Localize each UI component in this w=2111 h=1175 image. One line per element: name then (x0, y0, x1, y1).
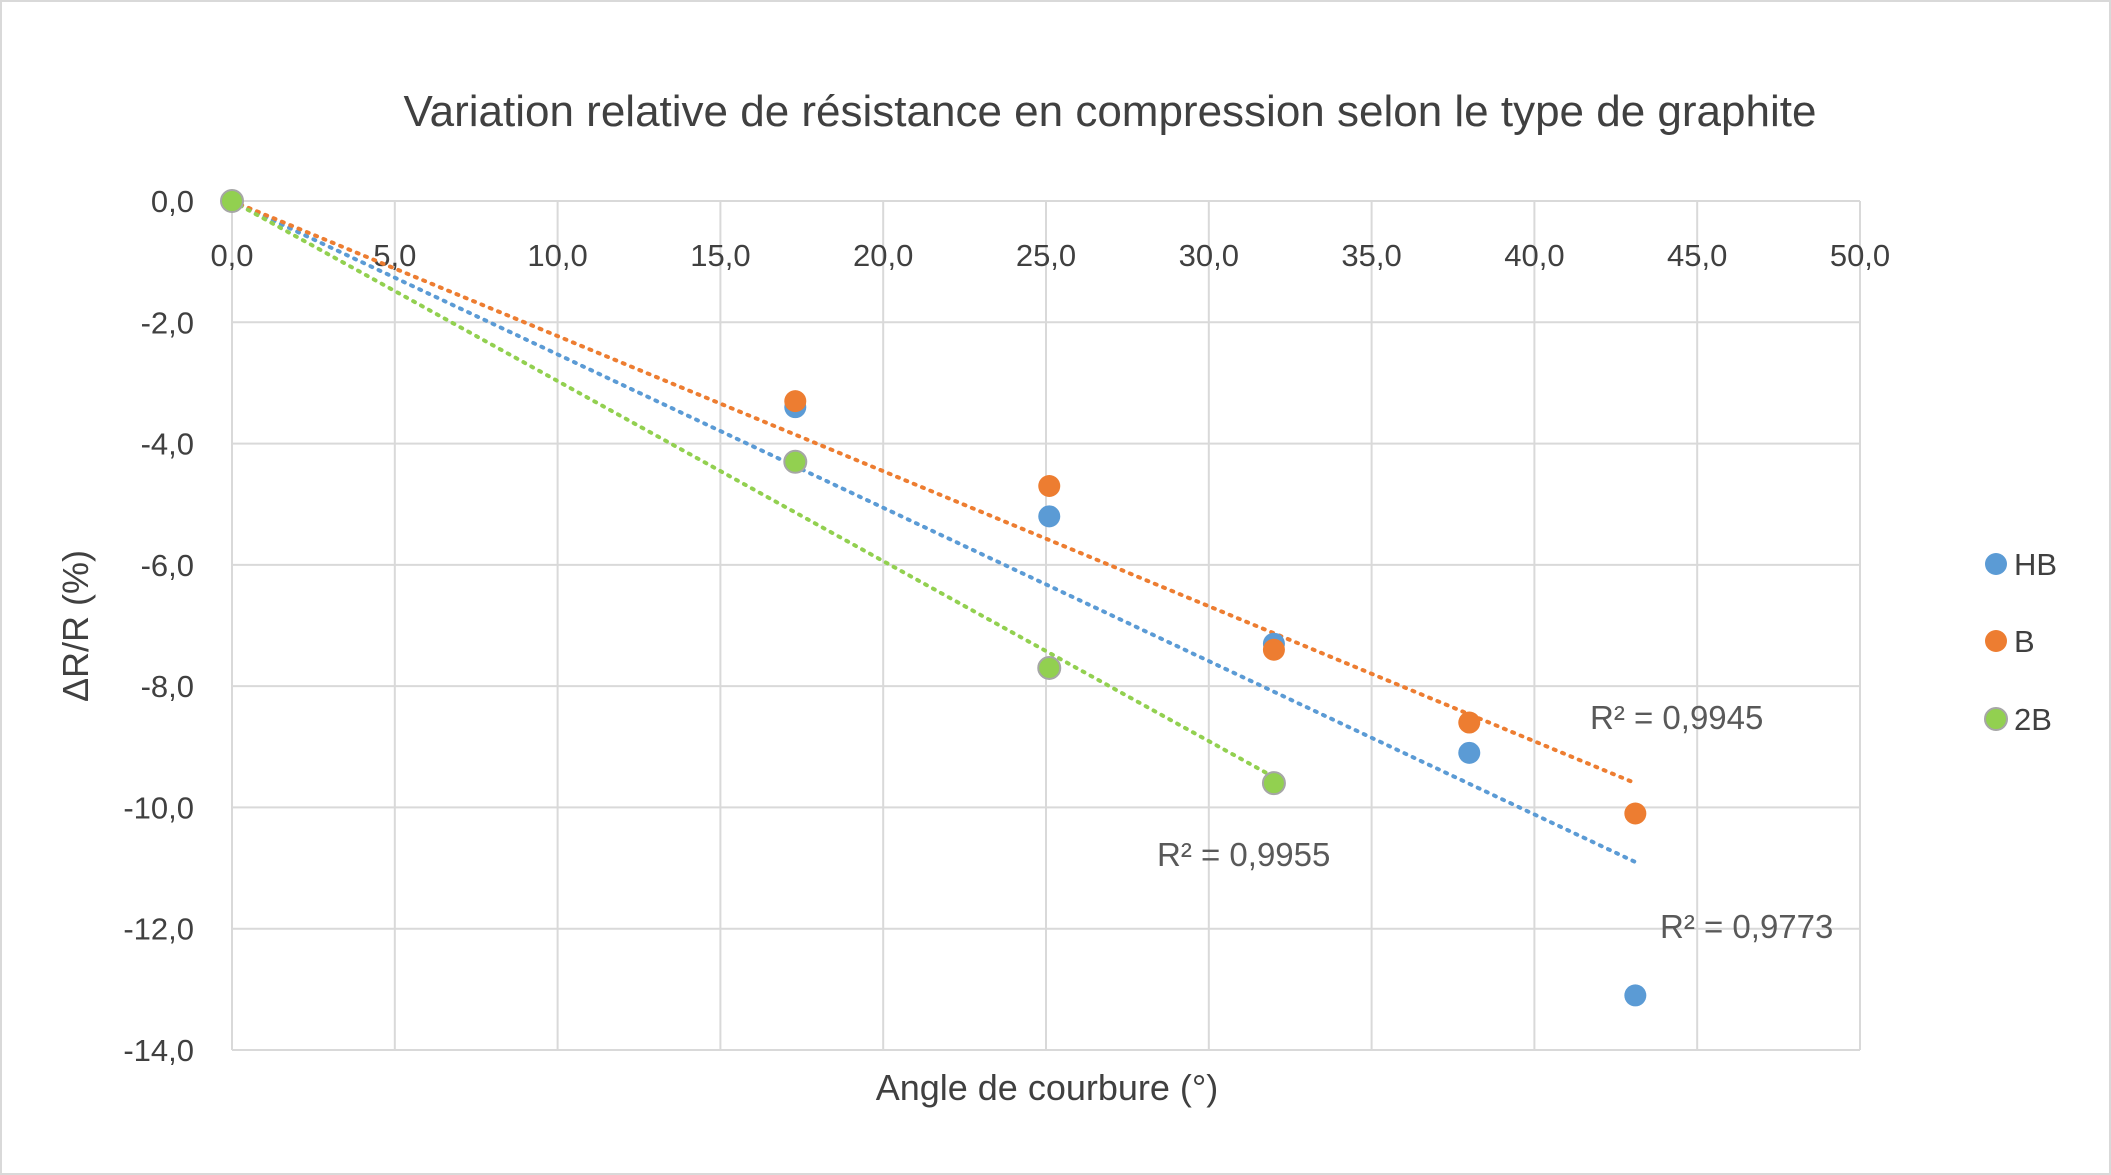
data-point-2b (1261, 771, 1286, 796)
chart-title: Variation relative de résistance en comp… (404, 87, 1817, 136)
y-tick-labels: 0,0 -2,0 -4,0 -6,0 -8,0 -10,0 -12,0 -14,0 (123, 184, 194, 1068)
x-tick-label: 15,0 (690, 238, 750, 273)
trendline-2b (230, 199, 1276, 780)
legend: HB B 2B (1984, 547, 2057, 737)
x-tick-label: 25,0 (1016, 238, 1076, 273)
r2-label-b: R² = 0,9945 (1590, 699, 1763, 736)
data-point-hb (1458, 741, 1481, 764)
data-point-2b (783, 449, 808, 474)
x-tick-label: 50,0 (1830, 238, 1890, 273)
x-tick-label: 45,0 (1667, 238, 1727, 273)
data-point-b (1458, 711, 1481, 734)
legend-marker-b (1985, 630, 2007, 652)
y-tick-label: -6,0 (141, 548, 194, 583)
y-axis-label: ΔR/R (%) (55, 550, 96, 702)
x-tick-label: 10,0 (527, 238, 587, 273)
x-tick-label: 35,0 (1341, 238, 1401, 273)
x-tick-label: 40,0 (1504, 238, 1564, 273)
trendlines (230, 199, 1638, 865)
data-point-2b (1037, 655, 1062, 680)
trendline-hb (230, 199, 1638, 865)
legend-label-hb: HB (2014, 547, 2057, 582)
y-tick-label: -4,0 (141, 427, 194, 462)
y-tick-label: -2,0 (141, 305, 194, 340)
y-tick-label: -8,0 (141, 669, 194, 704)
y-tick-label: -12,0 (123, 912, 194, 947)
x-axis-label: Angle de courbure (°) (876, 1067, 1219, 1108)
x-tick-labels: 0,0 5,0 10,0 15,0 20,0 25,0 30,0 35,0 40,0 45,0 50… (210, 238, 1890, 273)
x-tick-label: 0,0 (210, 238, 253, 273)
y-tick-label: 0,0 (151, 184, 194, 219)
legend-label-2b: 2B (2014, 702, 2052, 737)
data-point-hb (1624, 984, 1647, 1007)
x-tick-label: 30,0 (1179, 238, 1239, 273)
y-tick-label: -14,0 (123, 1033, 194, 1068)
data-point-b (784, 390, 807, 413)
grid-lines (231, 200, 1861, 1051)
data-point-2b (220, 189, 244, 213)
r2-label-hb: R² = 0,9773 (1660, 908, 1833, 945)
legend-label-b: B (2014, 624, 2035, 659)
data-point-b (1624, 802, 1647, 825)
legend-marker-2b (1984, 707, 2008, 731)
legend-marker-hb (1985, 553, 2007, 575)
y-tick-label: -10,0 (123, 790, 194, 825)
data-points (220, 189, 1647, 1007)
r2-label-2b: R² = 0,9955 (1157, 836, 1330, 873)
data-point-hb (1038, 505, 1061, 528)
trendline-b (230, 199, 1638, 786)
data-point-b (1038, 475, 1061, 498)
x-tick-label: 5,0 (373, 238, 416, 273)
x-tick-label: 20,0 (853, 238, 913, 273)
data-point-b (1262, 638, 1285, 661)
